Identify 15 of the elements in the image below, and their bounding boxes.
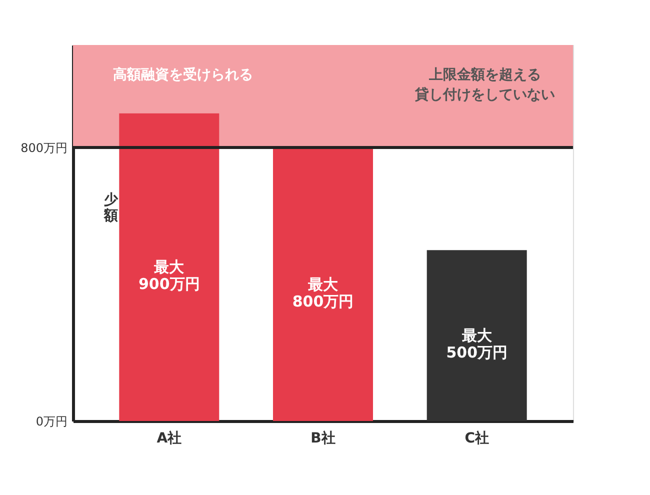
x-tick-label: C社 <box>464 430 489 446</box>
y-tick-label: 0万円 <box>36 414 68 428</box>
x-tick-label: B社 <box>310 430 336 446</box>
y-tick-label: 800万円 <box>20 141 68 156</box>
bar <box>273 148 373 421</box>
x-tick-label: A社 <box>156 430 182 446</box>
band-label: 高額融資を受けられる <box>113 66 253 83</box>
annotation: 少額 <box>103 192 119 224</box>
bar <box>426 250 527 421</box>
data-label: 最大 800万円 <box>292 275 354 310</box>
annotation: 貸し付けをしていない <box>414 86 555 103</box>
data-label: 最大 500万円 <box>446 326 508 362</box>
data-label: 最大 900万円 <box>138 258 200 294</box>
bar <box>119 113 220 421</box>
annotation: 上限金額を超える <box>428 66 541 83</box>
